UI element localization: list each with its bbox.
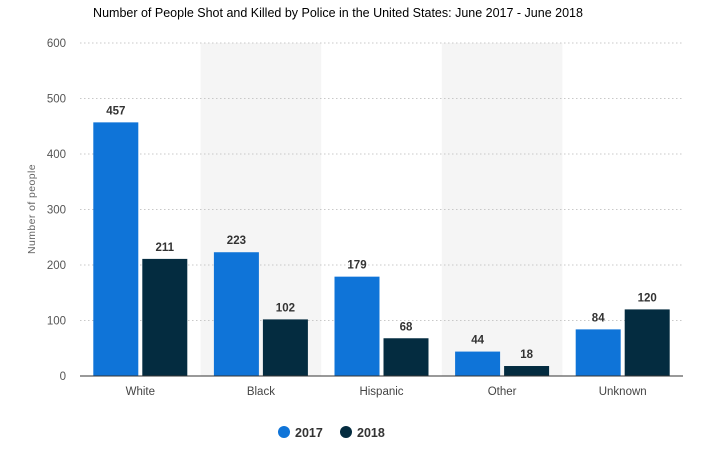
- bars: [93, 122, 670, 377]
- x-tick-label: Black: [247, 386, 275, 398]
- legend: 2017 2018: [278, 426, 385, 440]
- data-label: 457: [106, 105, 125, 117]
- y-tick-label: 400: [47, 149, 66, 161]
- data-labels: 457 211 223 102 179 68 44 18 84 120: [106, 105, 657, 361]
- x-tick-label: Other: [488, 386, 517, 398]
- category-band: [441, 43, 563, 376]
- legend-label: 2018: [357, 426, 385, 440]
- data-label: 84: [592, 312, 605, 324]
- y-axis-ticks: 0 100 200 300 400 500 600: [47, 38, 66, 383]
- data-label: 211: [156, 242, 175, 254]
- x-tick-label: Unknown: [599, 386, 647, 398]
- bar-2018-other: [504, 366, 550, 376]
- legend-marker: [278, 426, 290, 438]
- x-tick-label: White: [126, 386, 155, 398]
- y-tick-label: 200: [47, 260, 66, 272]
- bar-2017-black: [213, 252, 259, 376]
- data-label: 120: [638, 292, 657, 304]
- bar-2018-unknown: [624, 309, 670, 376]
- legend-label: 2017: [295, 426, 323, 440]
- data-label: 18: [520, 349, 533, 361]
- bar-2018-hispanic: [383, 338, 429, 376]
- x-axis-categories: White Black Hispanic Other Unknown: [126, 386, 647, 398]
- data-label: 102: [276, 302, 295, 314]
- y-tick-label: 600: [47, 38, 66, 50]
- y-tick-label: 300: [47, 205, 66, 217]
- bar-2017-white: [93, 122, 139, 377]
- legend-marker: [340, 426, 352, 438]
- bar-2018-black: [262, 319, 308, 376]
- data-label: 223: [227, 235, 246, 247]
- data-label: 179: [347, 260, 366, 272]
- y-tick-label: 500: [47, 94, 66, 106]
- x-tick-label: Hispanic: [359, 386, 403, 398]
- chart-title: Number of People Shot and Killed by Poli…: [93, 6, 583, 20]
- bar-2017-hispanic: [334, 276, 380, 376]
- y-tick-label: 0: [60, 371, 66, 383]
- y-axis-label: Number of people: [26, 164, 38, 254]
- bar-2017-unknown: [575, 329, 621, 376]
- data-label: 68: [400, 321, 413, 333]
- bar-2017-other: [455, 351, 501, 376]
- data-label: 44: [471, 335, 484, 347]
- y-tick-label: 100: [47, 316, 66, 328]
- bar-2018-white: [142, 258, 188, 376]
